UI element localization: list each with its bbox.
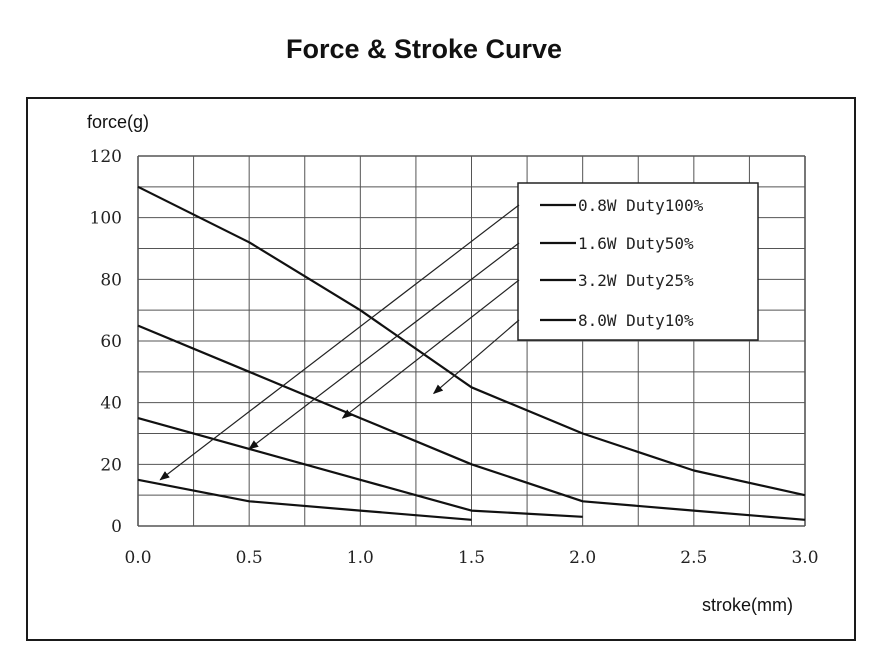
chart-title: Force & Stroke Curve <box>285 34 563 64</box>
chart-frame <box>26 97 856 641</box>
x-tick-label: 2.5 <box>680 548 707 568</box>
x-tick-label: 0.0 <box>124 548 151 568</box>
x-tick-label: 1.5 <box>458 548 485 568</box>
legend-label: 0.8W Duty100% <box>578 196 704 215</box>
legend-leader-arrow <box>248 242 520 450</box>
y-tick-label: 20 <box>100 455 122 475</box>
y-axis-label: force(g) <box>87 112 149 132</box>
x-tick-label: 2.0 <box>569 548 596 568</box>
legend-leader-arrow <box>159 204 520 481</box>
series-line-3 <box>137 324 806 521</box>
x-axis-label: stroke(mm) <box>702 595 793 615</box>
legend-label: 1.6W Duty50% <box>578 234 694 253</box>
legend-label: 3.2W Duty25% <box>578 271 694 290</box>
y-tick-label: 80 <box>100 270 122 290</box>
y-tick-label: 60 <box>100 332 122 352</box>
legend-label: 8.0W Duty10% <box>578 311 694 330</box>
series-line-4 <box>137 185 806 497</box>
y-tick-label: 0 <box>111 517 122 537</box>
x-tick-label: 1.0 <box>347 548 374 568</box>
series-line-2 <box>137 417 583 518</box>
legend-box <box>517 182 759 341</box>
x-tick-label: 3.0 <box>791 548 818 568</box>
y-tick-label: 120 <box>90 147 122 167</box>
legend-leader-arrow <box>341 279 520 419</box>
y-tick-label: 100 <box>90 209 122 229</box>
legend-leader-arrow <box>432 319 520 395</box>
series-line-1 <box>137 478 472 521</box>
y-tick-label: 40 <box>100 394 122 414</box>
x-tick-label: 0.5 <box>236 548 263 568</box>
